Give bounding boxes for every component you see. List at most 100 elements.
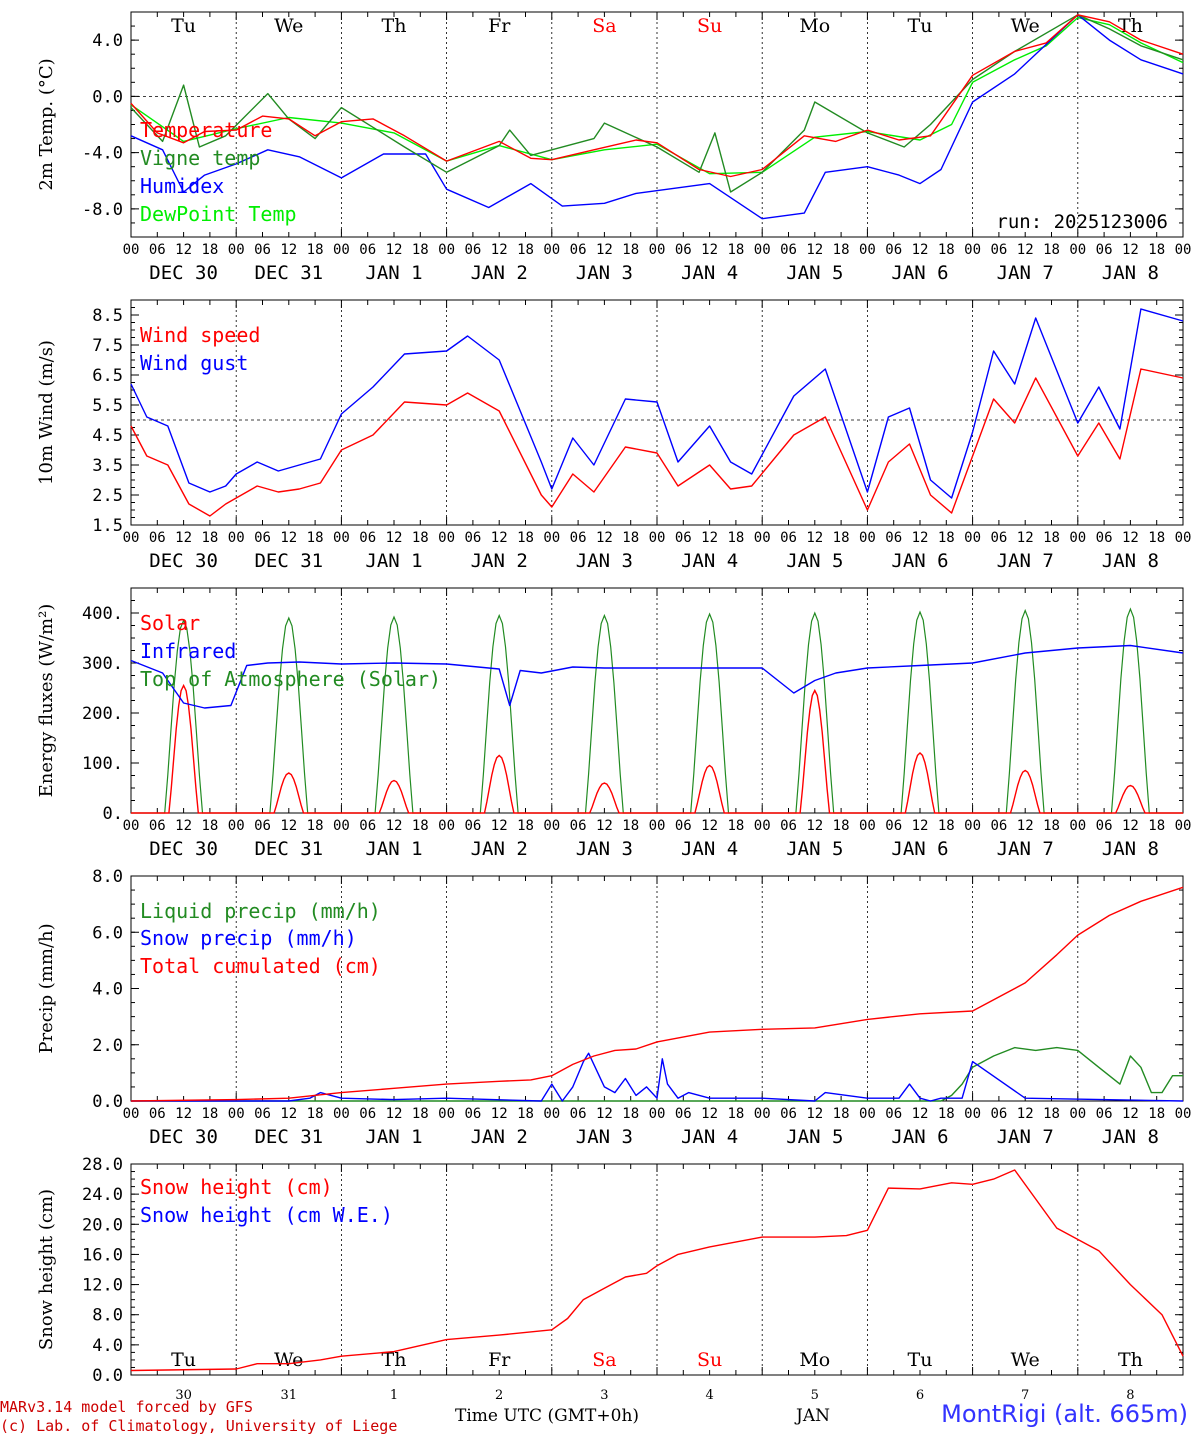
precip-hour-label: 00: [1175, 1106, 1192, 1122]
temp-day-label: JAN 5: [786, 262, 843, 284]
wind-y-tick-label: 5.5: [92, 396, 123, 416]
run-label: run: 2025123006: [996, 211, 1168, 233]
energy-day-label: DEC 30: [149, 838, 218, 860]
wind-hour-label: 06: [464, 530, 481, 546]
energy-day-label: JAN 8: [1102, 838, 1159, 860]
precip-hour-label: 12: [280, 1106, 297, 1122]
precip-y-tick-label: 6.0: [92, 923, 123, 943]
temp-hour-label: 00: [228, 242, 245, 258]
energy-hour-label: 00: [438, 818, 455, 834]
snow-weekday-label: Fr: [488, 1349, 511, 1371]
temp-hour-label: 18: [201, 242, 218, 258]
wind-hour-label: 00: [859, 530, 876, 546]
precip-day-label: JAN 1: [365, 1126, 422, 1148]
energy-y-tick-label: 300.: [82, 654, 123, 674]
precip-y-tick-label: 8.0: [92, 867, 123, 887]
snow-y-tick-label: 4.0: [92, 1336, 123, 1356]
energy-hour-label: 12: [280, 818, 297, 834]
precip-hour-label: 18: [1148, 1106, 1165, 1122]
energy-hour-label: 06: [675, 818, 692, 834]
snow-day-number: 5: [811, 1388, 819, 1403]
energy-y-tick-label: 100.: [82, 754, 123, 774]
temp-day-label: JAN 2: [471, 262, 528, 284]
precip-hour-label: 18: [1043, 1106, 1060, 1122]
temp-hour-label: 06: [780, 242, 797, 258]
precip-legend-liquid-precip-mm-h: Liquid precip (mm/h): [140, 899, 381, 923]
temp-weekday-label: Th: [382, 15, 407, 37]
wind-day-label: JAN 2: [471, 550, 528, 572]
wind-y-tick-label: 7.5: [92, 336, 123, 356]
temp-hour-label: 06: [1096, 242, 1113, 258]
wind-hour-label: 00: [1175, 530, 1192, 546]
temp-hour-label: 00: [859, 242, 876, 258]
temp-hour-label: 06: [149, 242, 166, 258]
temp-hour-label: 12: [596, 242, 613, 258]
precip-hour-label: 00: [543, 1106, 560, 1122]
wind-hour-label: 00: [649, 530, 666, 546]
energy-hour-label: 00: [543, 818, 560, 834]
temp-y-tick-label: 0.0: [92, 87, 123, 107]
snow-y-tick-label: 0.0: [92, 1366, 123, 1386]
temp-weekday-label: We: [274, 15, 303, 37]
energy-infrared-line: [130, 644, 1184, 709]
energy-hour-label: 12: [701, 818, 718, 834]
temp-day-label: JAN 8: [1102, 262, 1159, 284]
temp-hour-label: 12: [491, 242, 508, 258]
precip-hour-label: 18: [622, 1106, 639, 1122]
energy-hour-label: 18: [307, 818, 324, 834]
x-axis-month: JAN: [796, 1406, 830, 1426]
temp-hour-label: 00: [649, 242, 666, 258]
precip-legend-total-cumulated-cm: Total cumulated (cm): [140, 954, 381, 978]
temp-hour-label: 12: [175, 242, 192, 258]
wind-day-label: JAN 3: [576, 550, 633, 572]
wind-day-label: JAN 1: [365, 550, 422, 572]
temp-hour-label: 18: [412, 242, 429, 258]
precip-hour-label: 00: [754, 1106, 771, 1122]
temp-hour-label: 12: [280, 242, 297, 258]
wind-hour-label: 06: [675, 530, 692, 546]
wind-hour-label: 18: [938, 530, 955, 546]
energy-hour-label: 18: [938, 818, 955, 834]
energy-hour-label: 12: [806, 818, 823, 834]
snow-day-number: 1: [390, 1388, 398, 1403]
temp-hour-label: 18: [307, 242, 324, 258]
snow-day-number: 6: [916, 1388, 924, 1403]
wind-hour-label: 06: [990, 530, 1007, 546]
energy-hour-label: 00: [649, 818, 666, 834]
energy-day-label: JAN 2: [471, 838, 528, 860]
temp-hour-label: 00: [333, 242, 350, 258]
precip-day-label: JAN 6: [891, 1126, 948, 1148]
precip-hour-label: 06: [780, 1106, 797, 1122]
snow-day-number: 30: [175, 1388, 192, 1403]
wind-day-label: JAN 5: [786, 550, 843, 572]
temp-hour-label: 00: [964, 242, 981, 258]
temp-day-label: JAN 6: [891, 262, 948, 284]
energy-hour-label: 00: [1175, 818, 1192, 834]
energy-day-label: DEC 31: [254, 838, 323, 860]
temp-hour-label: 00: [1069, 242, 1086, 258]
energy-day-label: JAN 4: [681, 838, 738, 860]
energy-legend-top-of-atmosphere-solar: Top of Atmosphere (Solar): [140, 667, 441, 691]
precip-day-label: JAN 8: [1102, 1126, 1159, 1148]
energy-hour-label: 06: [780, 818, 797, 834]
temp-weekday-label: Th: [1118, 15, 1143, 37]
precip-hour-label: 12: [806, 1106, 823, 1122]
temp-y-tick-label: 4.0: [92, 31, 123, 51]
wind-hour-label: 12: [1017, 530, 1034, 546]
snow-weekday-label: Th: [382, 1349, 407, 1371]
energy-hour-label: 12: [912, 818, 929, 834]
temp-hour-label: 12: [806, 242, 823, 258]
temp-hour-label: 18: [517, 242, 534, 258]
wind-hour-label: 18: [727, 530, 744, 546]
temp-y-tick-label: -4.0: [82, 144, 123, 164]
snow-weekday-label: We: [274, 1349, 303, 1371]
wind-speed-line: [130, 368, 1184, 517]
energy-y-tick-label: 400.: [82, 604, 123, 624]
temp-hour-label: 18: [938, 242, 955, 258]
wind-hour-label: 18: [517, 530, 534, 546]
snow-weekday-label: Su: [697, 1349, 722, 1371]
temp-day-label: JAN 4: [681, 262, 738, 284]
wind-hour-label: 12: [596, 530, 613, 546]
wind-day-label: DEC 31: [254, 550, 323, 572]
